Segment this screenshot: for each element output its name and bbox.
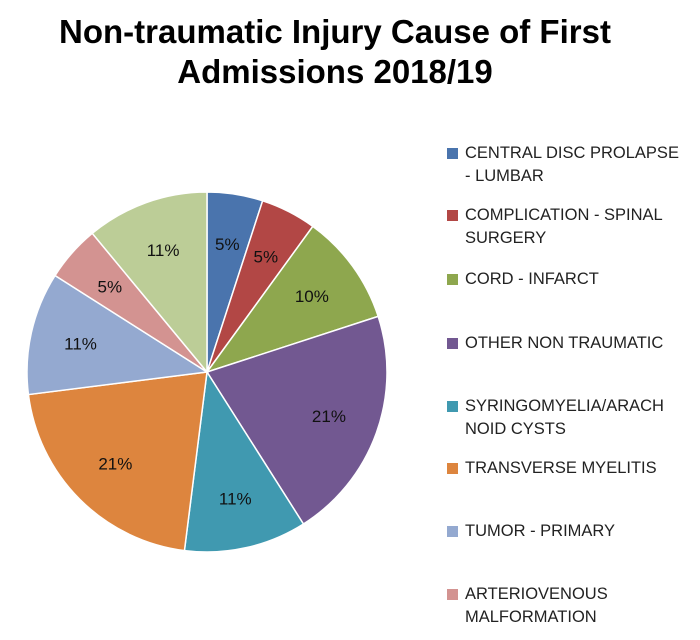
legend-swatch xyxy=(447,210,458,221)
legend-swatch xyxy=(447,338,458,349)
legend-label: TRANSVERSE MYELITIS xyxy=(465,459,657,477)
legend-label: ARTERIOVENOUS MALFORMATION xyxy=(465,585,608,626)
pie-slice xyxy=(205,225,380,374)
chart-title: Non-traumatic Injury Cause of First Admi… xyxy=(0,12,670,92)
legend-swatch xyxy=(447,463,458,474)
legend-label: OTHER NON TRAUMATIC xyxy=(465,334,664,352)
pie-slice xyxy=(183,369,305,553)
legend-label: CORD - INFARCT xyxy=(465,270,599,288)
pie-slice xyxy=(91,191,208,375)
chart-title-line-1: Non-traumatic Injury Cause of First xyxy=(59,13,611,50)
data-label: 11% xyxy=(147,241,180,260)
legend-label: CENTRAL DISC PROLAPSE - LUMBAR xyxy=(465,144,679,185)
legend-swatch xyxy=(447,274,458,285)
pie-slice xyxy=(205,315,388,526)
legend-label: TUMOR - PRIMARY xyxy=(465,522,616,540)
legend-label: SYRINGOMYELIA/ARACH NOID CYSTS xyxy=(465,397,664,438)
data-label: 11% xyxy=(219,489,252,508)
legend-swatch xyxy=(447,589,458,600)
data-label: 5% xyxy=(97,277,122,296)
data-label: 21% xyxy=(312,407,346,426)
legend-swatch xyxy=(447,526,458,537)
pie-slice xyxy=(26,274,210,396)
data-label: 10% xyxy=(295,287,329,306)
data-label: 5% xyxy=(215,235,240,254)
chart-title-line-2: Admissions 2018/19 xyxy=(177,53,493,90)
legend-label: COMPLICATION - SPINAL SURGERY xyxy=(465,206,663,247)
pie-slice xyxy=(27,371,208,552)
data-label: 5% xyxy=(254,248,279,267)
legend-swatch xyxy=(447,148,458,159)
legend-swatch xyxy=(447,401,458,412)
data-label: 11% xyxy=(64,335,97,354)
data-label: 21% xyxy=(98,455,132,474)
